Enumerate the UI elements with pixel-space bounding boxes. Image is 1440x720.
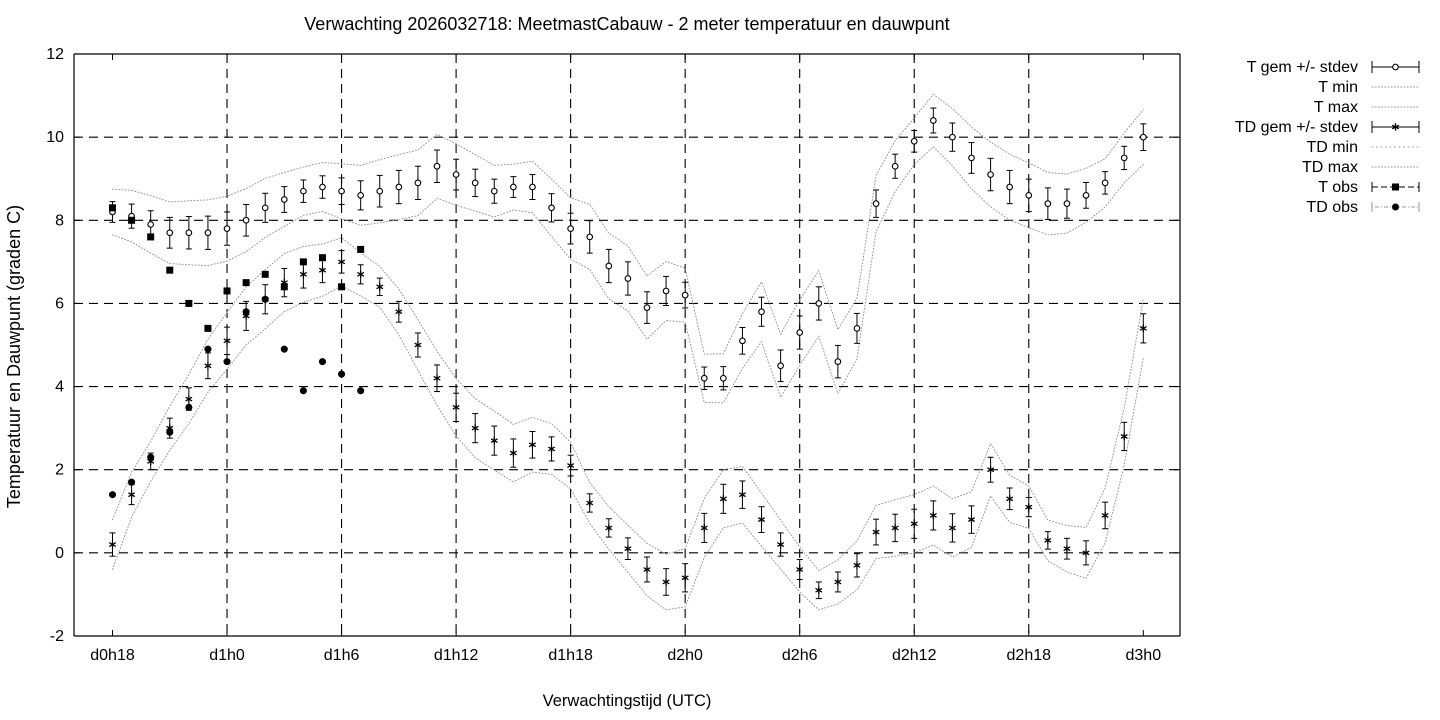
svg-text:2: 2	[55, 462, 64, 479]
svg-text:d2h6: d2h6	[782, 647, 818, 664]
svg-text:0: 0	[55, 545, 64, 562]
svg-text:T obs: T obs	[1318, 179, 1358, 196]
svg-text:Verwachting 2026032718: Meetma: Verwachting 2026032718: MeetmastCabauw -…	[304, 14, 949, 34]
svg-text:TD min: TD min	[1306, 139, 1358, 156]
svg-text:TD gem +/- stdev: TD gem +/- stdev	[1235, 119, 1358, 136]
svg-text:12: 12	[46, 46, 64, 63]
svg-text:TD obs: TD obs	[1306, 199, 1358, 216]
svg-text:T max: T max	[1314, 99, 1358, 116]
svg-text:d0h18: d0h18	[90, 647, 135, 664]
svg-text:-2: -2	[50, 628, 64, 645]
svg-text:4: 4	[55, 379, 64, 396]
svg-text:d1h18: d1h18	[548, 647, 593, 664]
svg-text:T gem +/- stdev: T gem +/- stdev	[1247, 59, 1358, 76]
svg-text:d2h12: d2h12	[892, 647, 937, 664]
svg-text:8: 8	[55, 212, 64, 229]
svg-text:d2h0: d2h0	[667, 647, 703, 664]
svg-text:d2h18: d2h18	[1007, 647, 1052, 664]
svg-text:d1h12: d1h12	[434, 647, 479, 664]
svg-text:d1h6: d1h6	[324, 647, 360, 664]
svg-text:d3h0: d3h0	[1126, 647, 1162, 664]
svg-text:10: 10	[46, 129, 64, 146]
svg-text:TD max: TD max	[1302, 159, 1358, 176]
svg-text:Verwachtingstijd (UTC): Verwachtingstijd (UTC)	[543, 692, 712, 710]
svg-text:T min: T min	[1318, 79, 1358, 96]
svg-text:6: 6	[55, 295, 64, 312]
svg-text:d1h0: d1h0	[209, 647, 245, 664]
svg-text:Temperatuur en Dauwpunt (grade: Temperatuur en Dauwpunt (graden C)	[4, 205, 24, 508]
